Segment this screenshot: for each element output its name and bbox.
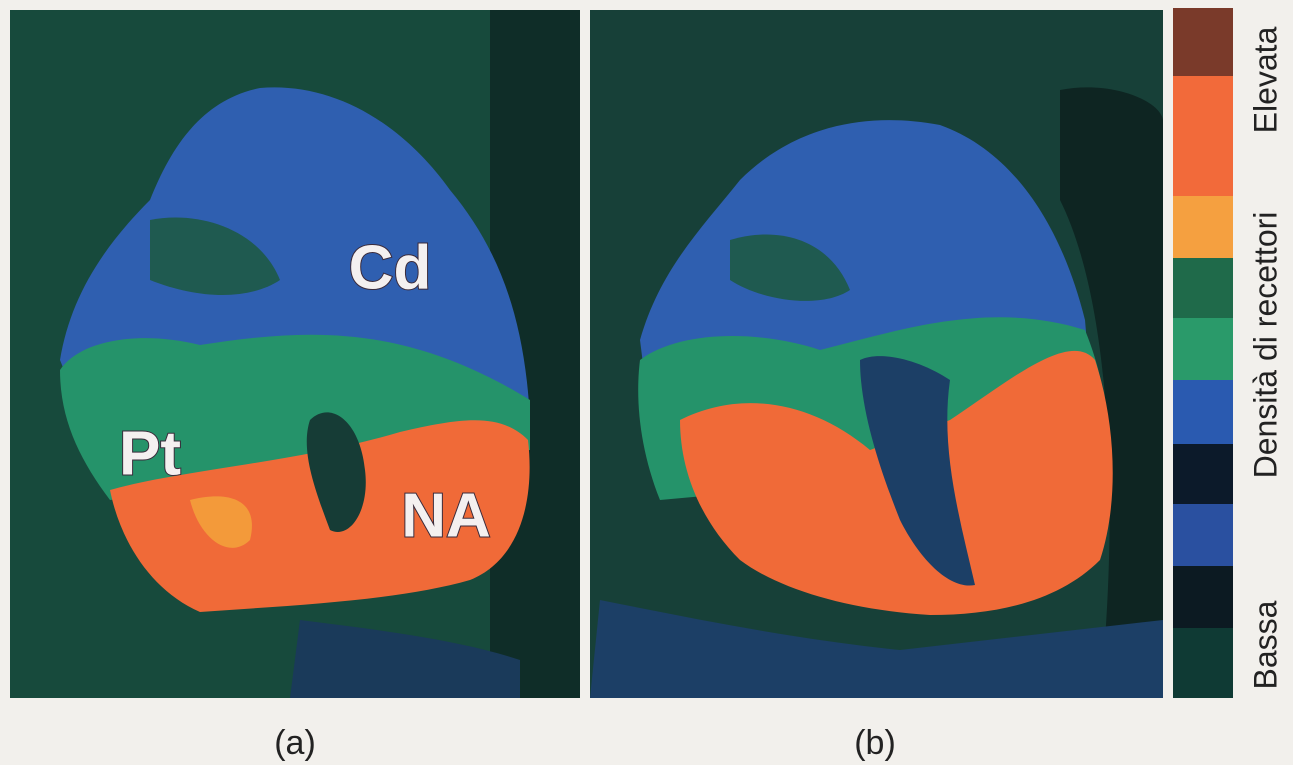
legend-title: Densità di recettori (1247, 212, 1283, 479)
region-label: Cd (349, 233, 432, 302)
panel-b-image (590, 10, 1163, 698)
panel-caption: (a) (274, 724, 316, 762)
region-label: Pt (119, 419, 181, 488)
legend-high: Elevata (1247, 26, 1283, 133)
color-bar (1173, 8, 1233, 698)
figure: Cd Pt NA Elevata Densità di recettori Ba… (0, 0, 1293, 765)
panel-caption: (b) (854, 724, 896, 762)
legend-low: Bassa (1247, 600, 1283, 689)
panel-a-image: Cd Pt NA (10, 10, 580, 698)
region-label: NA (401, 481, 491, 550)
